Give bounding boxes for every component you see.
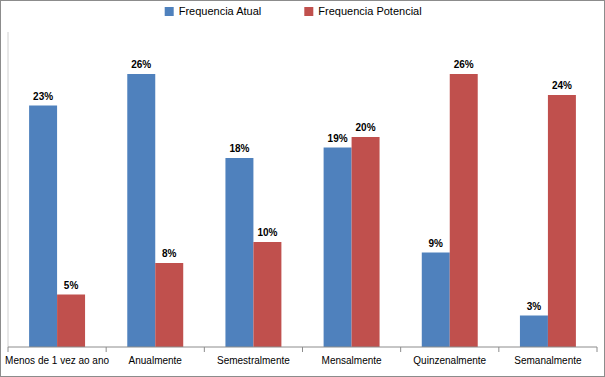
data-label: 18%: [229, 143, 249, 154]
x-tick-label: Menos de 1 vez ao ano: [5, 355, 109, 366]
x-tick: [302, 347, 303, 352]
bar: [324, 148, 352, 348]
legend: Frequencia Atual Frequencia Potencial: [165, 5, 422, 17]
data-label: 9%: [429, 238, 444, 249]
legend-swatch: [165, 7, 174, 16]
bar: [520, 316, 548, 348]
bar: [225, 158, 253, 347]
x-tick-label: Semestralmente: [217, 355, 290, 366]
x-tick-label: Semanalmente: [514, 355, 582, 366]
chart-border: [1, 1, 605, 377]
bar: [450, 74, 478, 347]
legend-label: Frequencia Atual: [179, 5, 262, 17]
data-label: 5%: [64, 280, 79, 291]
x-tick-label: Anualmente: [129, 355, 183, 366]
chart: 23% 26% 18% 19% 9% 3% 5% 8% 10% 20% 26% 24% Menos de…: [0, 0, 605, 377]
legend-label: Frequencia Potencial: [318, 5, 421, 17]
x-tick: [498, 347, 499, 352]
bar: [57, 295, 85, 348]
x-tick-label: Quinzenalmente: [413, 355, 486, 366]
data-label: 20%: [356, 122, 376, 133]
y-axis: [8, 32, 9, 347]
data-labels: 23% 26% 18% 19% 9% 3% 5% 8% 10% 20% 26% 24%: [33, 59, 572, 312]
x-tick: [204, 347, 205, 352]
data-label: 26%: [454, 59, 474, 70]
bar: [29, 106, 57, 348]
bar: [422, 253, 450, 348]
data-label: 23%: [33, 91, 53, 102]
data-label: 19%: [328, 133, 348, 144]
data-label: 10%: [257, 227, 277, 238]
data-label: 8%: [162, 248, 177, 259]
data-label: 26%: [131, 59, 151, 70]
bar: [155, 263, 183, 347]
bar: [548, 95, 576, 347]
x-tick-label: Mensalmente: [322, 355, 382, 366]
x-tick: [8, 347, 9, 352]
x-tick: [106, 347, 107, 352]
x-tick: [400, 347, 401, 352]
data-label: 24%: [552, 80, 572, 91]
x-tick: [597, 347, 598, 352]
bars: [29, 74, 576, 347]
bar: [253, 242, 281, 347]
data-label: 3%: [527, 301, 542, 312]
legend-swatch: [304, 7, 313, 16]
bar: [352, 137, 380, 347]
bar: [127, 74, 155, 347]
